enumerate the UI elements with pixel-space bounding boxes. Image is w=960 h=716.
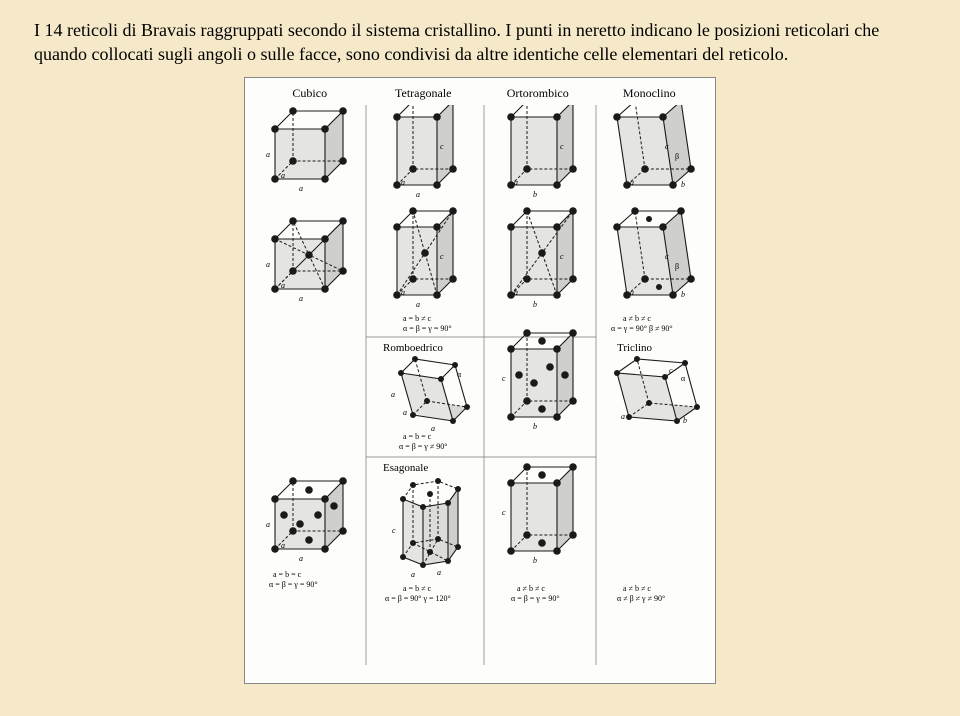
cond-tri1: a ≠ b ≠ c: [623, 584, 651, 593]
svg-text:a: a: [630, 178, 634, 187]
bravais-figure: Cubico Tetragonale Ortorombico Monoclino: [244, 77, 716, 684]
svg-text:a: a: [630, 288, 634, 297]
cond-tetra1: a = b ≠ c: [403, 314, 431, 323]
svg-text:a: a: [401, 288, 405, 297]
svg-text:b: b: [533, 556, 537, 565]
svg-text:a: a: [266, 260, 270, 269]
svg-text:c: c: [440, 252, 444, 261]
svg-text:a: a: [299, 294, 303, 303]
cond-orto1: a ≠ b ≠ c: [517, 584, 545, 593]
svg-text:a: a: [391, 390, 395, 399]
svg-text:a: a: [281, 281, 285, 290]
sec-esagonale: Esagonale: [383, 462, 428, 474]
svg-text:a: a: [514, 288, 518, 297]
svg-text:β: β: [675, 152, 679, 161]
svg-text:a: a: [281, 541, 285, 550]
cond-mono1: a ≠ b ≠ c: [623, 314, 651, 323]
svg-text:a: a: [401, 178, 405, 187]
svg-text:a: a: [266, 520, 270, 529]
svg-text:b: b: [533, 300, 537, 309]
cond-tri2: α ≠ β ≠ γ ≠ 90°: [617, 594, 665, 603]
hdr-ortorombico: Ortorombico: [482, 86, 594, 101]
svg-text:a: a: [416, 300, 420, 309]
svg-text:a: a: [266, 150, 270, 159]
intro-paragraph: I 14 reticoli di Bravais raggruppati sec…: [34, 18, 926, 67]
cond-esa2: α = β = 90° γ = 120°: [385, 594, 451, 603]
cond-esa1: a = b ≠ c: [403, 584, 431, 593]
svg-text:b: b: [683, 416, 687, 425]
cond-rombo2: α = β = γ ≠ 90°: [399, 442, 447, 451]
svg-text:c: c: [392, 526, 396, 535]
sec-romboedrico: Romboedrico: [383, 342, 443, 354]
sec-triclino: Triclino: [617, 342, 653, 354]
svg-text:c: c: [502, 508, 506, 517]
intro-line2: quando collocati sugli angoli o sulle fa…: [34, 44, 788, 64]
svg-text:c: c: [440, 142, 444, 151]
cond-cubo2: α = β = γ = 90°: [269, 580, 318, 589]
svg-text:a: a: [416, 190, 420, 199]
svg-text:α: α: [681, 374, 686, 383]
svg-text:a: a: [437, 568, 441, 577]
cond-mono2: α = γ = 90° β ≠ 90°: [611, 324, 673, 333]
svg-text:b: b: [681, 290, 685, 299]
svg-text:a: a: [281, 171, 285, 180]
svg-text:c: c: [665, 252, 669, 261]
svg-text:c: c: [665, 142, 669, 151]
hdr-tetragonale: Tetragonale: [365, 86, 482, 101]
svg-text:a: a: [299, 184, 303, 193]
svg-text:a: a: [621, 412, 625, 421]
svg-text:c: c: [502, 374, 506, 383]
intro-line1: I 14 reticoli di Bravais raggruppati sec…: [34, 20, 879, 40]
svg-text:a: a: [431, 424, 435, 433]
svg-text:a: a: [403, 408, 407, 417]
svg-text:α: α: [457, 370, 462, 379]
cond-rombo1: a = b = c: [403, 432, 432, 441]
cond-tetra2: α = β = γ = 90°: [403, 324, 452, 333]
svg-text:b: b: [681, 180, 685, 189]
svg-text:b: b: [533, 422, 537, 431]
svg-text:b: b: [533, 190, 537, 199]
cond-orto2: α = β = γ = 90°: [511, 594, 560, 603]
svg-text:β: β: [675, 262, 679, 271]
lattice-diagram: a a a c a a: [255, 105, 707, 677]
hdr-monoclino: Monoclino: [594, 86, 706, 101]
column-headers: Cubico Tetragonale Ortorombico Monoclino: [255, 86, 705, 101]
svg-text:a: a: [299, 554, 303, 563]
hdr-cubico: Cubico: [255, 86, 365, 101]
svg-text:c: c: [560, 142, 564, 151]
svg-text:c: c: [669, 366, 673, 375]
svg-text:c: c: [560, 252, 564, 261]
svg-text:a: a: [514, 178, 518, 187]
cond-cubo1: a = b = c: [273, 570, 302, 579]
svg-text:a: a: [411, 570, 415, 579]
